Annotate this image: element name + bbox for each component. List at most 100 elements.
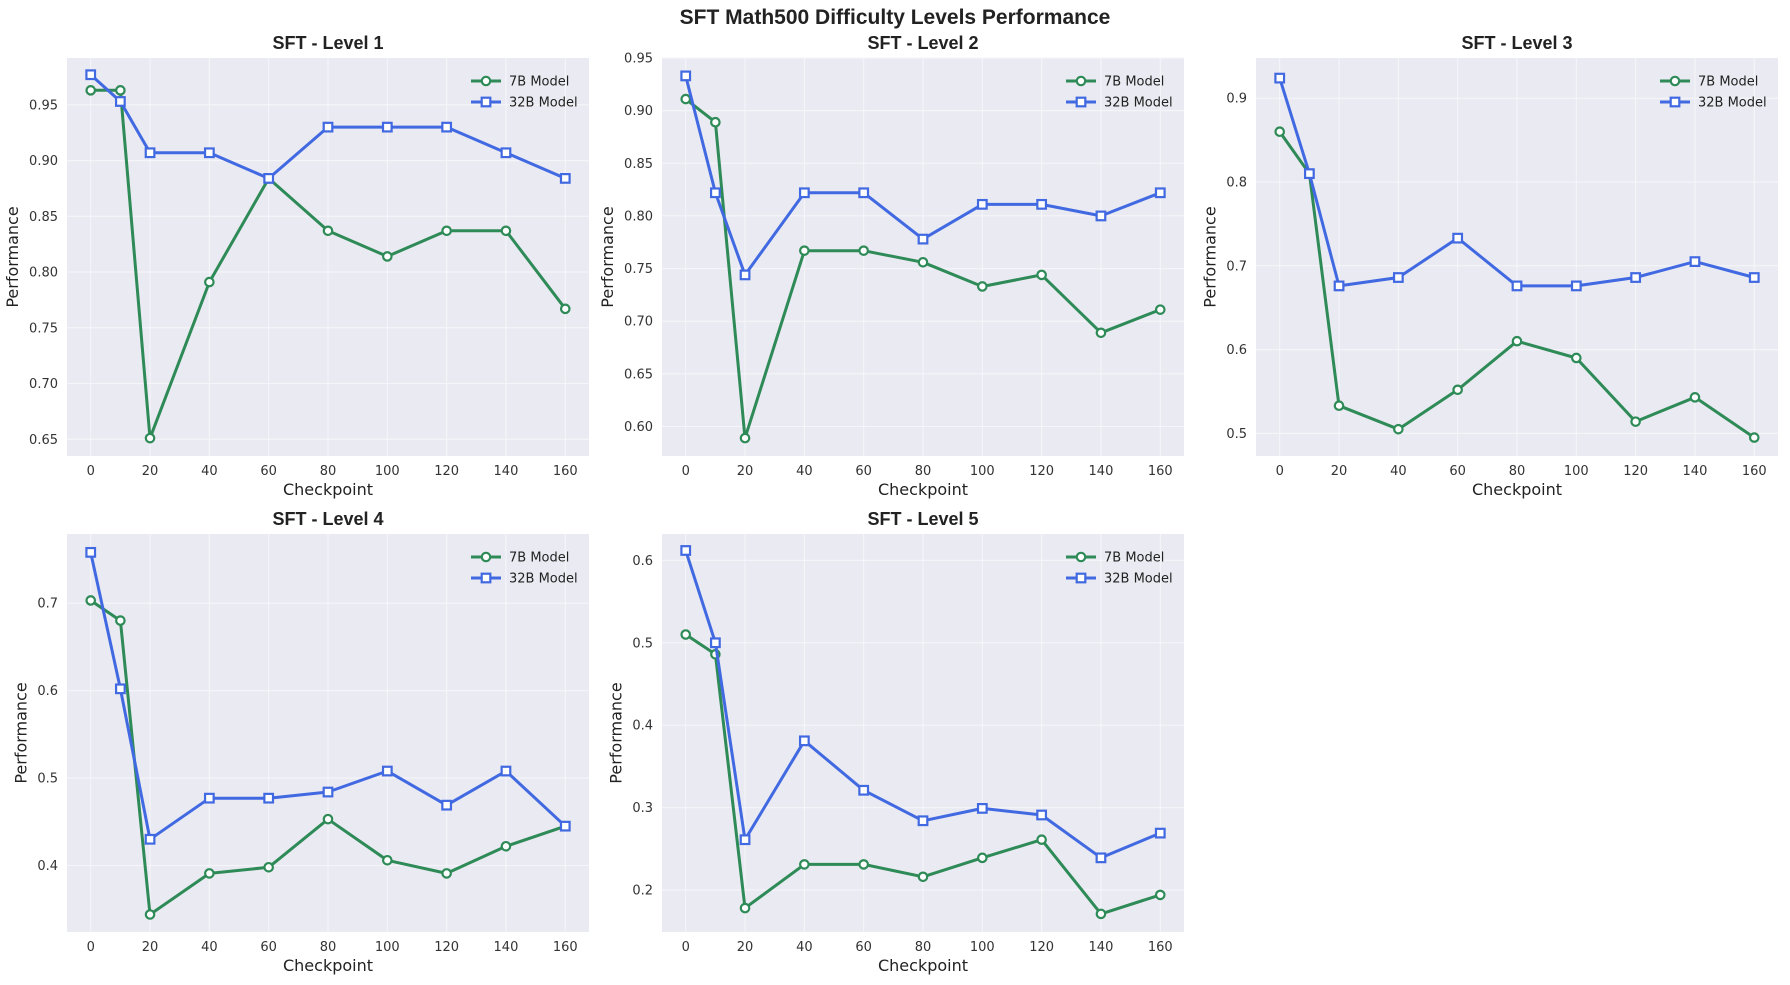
data-point [739, 834, 751, 846]
data-point [799, 859, 810, 870]
series-line [684, 550, 1161, 860]
x-tick-label: 40 [1390, 464, 1407, 479]
chart-panel-4: SFT - Level 4 0.4 0.5 0.6 0.7 0 20 40 60 80 100 120… [11, 509, 589, 975]
data-point [1511, 335, 1523, 347]
legend: 7B Model 32B Model [1066, 75, 1173, 111]
data-point [500, 840, 512, 852]
x-tick-label: 140 [1683, 464, 1708, 479]
data-point [114, 96, 126, 107]
data-point [1689, 256, 1701, 268]
series-line [684, 633, 1161, 916]
y-tick-label: 0.4 [632, 719, 653, 734]
chart-title: SFT - Level 1 [272, 33, 383, 53]
chart-title: SFT - Level 3 [1461, 33, 1572, 53]
data-point [203, 792, 215, 804]
series-line [1278, 130, 1756, 439]
data-point [1036, 198, 1048, 210]
data-point [441, 799, 453, 811]
legend-marker [480, 75, 492, 87]
data-point [1303, 168, 1315, 180]
legend-label: 7B Model [509, 551, 569, 566]
x-tick-label: 100 [970, 940, 995, 955]
data-point [1511, 280, 1523, 292]
series-line [89, 552, 567, 841]
data-point [1333, 280, 1345, 292]
legend: 7B Model 32B Model [1660, 75, 1767, 111]
data-point [559, 173, 571, 184]
chart-title: SFT - Level 2 [867, 33, 978, 53]
y-tick-label: 0.85 [29, 210, 58, 225]
data-point [1154, 304, 1166, 315]
data-point [115, 85, 126, 96]
x-tick-label: 100 [375, 940, 400, 955]
legend-marker [480, 96, 492, 108]
legend-marker [1075, 551, 1087, 563]
data-point [114, 683, 126, 695]
x-tick-label: 160 [1148, 940, 1173, 955]
legend-marker [1669, 75, 1681, 87]
data-point [500, 765, 512, 777]
data-point [559, 303, 571, 315]
data-point [977, 281, 988, 292]
data-point [977, 852, 988, 864]
y-tick-label: 0.65 [624, 367, 653, 382]
data-point [739, 269, 751, 281]
data-point [204, 276, 215, 288]
data-point [1154, 827, 1166, 839]
data-point [709, 187, 721, 199]
data-point [1392, 272, 1404, 283]
data-point [1452, 232, 1464, 244]
data-point [680, 545, 692, 556]
data-point [858, 859, 869, 870]
y-tick-label: 0.2 [632, 883, 653, 898]
data-point [1036, 269, 1047, 281]
x-tick-label: 40 [201, 464, 218, 479]
data-point [1095, 852, 1107, 864]
data-point [1630, 416, 1641, 427]
chart-panel-5: SFT - Level 5 0.2 0.3 0.4 0.5 0.6 0 20 40 60 80 100… [606, 509, 1184, 975]
series-line [684, 75, 1161, 277]
legend-label: 7B Model [1104, 551, 1164, 566]
data-point [85, 546, 97, 558]
series-32b [85, 546, 571, 845]
x-tick-label: 60 [1449, 464, 1466, 479]
data-point [322, 121, 334, 133]
data-point [976, 198, 988, 210]
data-point [322, 225, 334, 237]
series-32b [680, 545, 1166, 864]
legend: 7B Model 32B Model [471, 75, 578, 111]
series-32b [680, 70, 1166, 281]
data-point [85, 69, 97, 81]
data-point [976, 802, 988, 814]
data-point [381, 121, 393, 133]
series-7b [85, 595, 571, 920]
data-point [144, 833, 156, 845]
chart-title: SFT - Level 4 [272, 509, 383, 529]
x-tick-label: 100 [970, 464, 995, 479]
y-tick-label: 0.80 [624, 209, 653, 224]
data-point [322, 786, 334, 798]
y-axis-label: Performance [606, 682, 625, 783]
data-point [322, 813, 334, 825]
x-tick-label: 160 [553, 464, 578, 479]
data-point [917, 815, 929, 827]
x-tick-label: 40 [796, 940, 813, 955]
y-axis-label: Performance [598, 206, 617, 307]
data-point [799, 245, 810, 256]
x-tick-label: 80 [320, 940, 337, 955]
x-tick-label: 160 [1148, 464, 1173, 479]
series-line [90, 88, 567, 440]
x-tick-label: 60 [260, 940, 277, 955]
data-point [798, 187, 810, 199]
data-point [1036, 834, 1047, 846]
data-point [1274, 126, 1286, 138]
data-point [1154, 889, 1166, 901]
series-7b [680, 629, 1166, 920]
data-point [500, 225, 512, 237]
x-axis-label: Checkpoint [1472, 480, 1562, 499]
x-axis-label: Checkpoint [283, 480, 373, 499]
chart-title: SFT - Level 5 [867, 509, 978, 529]
y-axis-label: Performance [3, 206, 22, 307]
data-point [858, 187, 870, 199]
